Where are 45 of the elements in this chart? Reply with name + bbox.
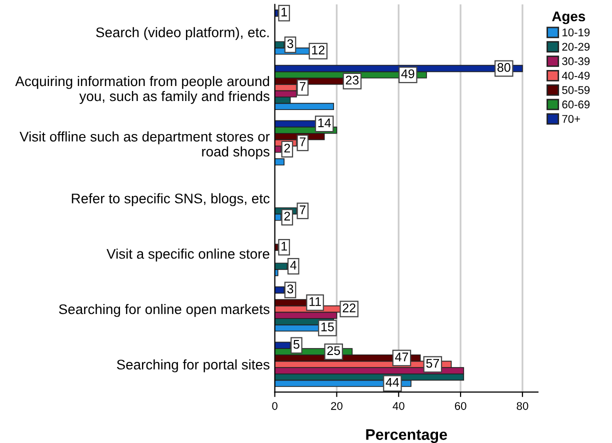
data-label: 47 — [395, 352, 408, 362]
data-label: 7 — [300, 82, 306, 91]
data-label: 15 — [321, 322, 334, 332]
data-label: 7 — [300, 138, 306, 146]
x-tick-label: 0 — [272, 402, 278, 410]
data-label: 80 — [497, 63, 510, 72]
y-tick-label: Searching for online open markets — [59, 304, 270, 317]
data-label: 4 — [290, 260, 296, 270]
x-tick-label: 60 — [454, 402, 466, 410]
legend-label: 10-19 — [562, 28, 590, 36]
data-label: 44 — [386, 378, 400, 387]
data-label: 14 — [318, 118, 331, 128]
legend-label: 70+ — [562, 114, 580, 123]
x-tick-label: 20 — [331, 402, 342, 410]
data-label: 11 — [310, 297, 321, 306]
y-tick-label: Refer to specific SNS, blogs, etc — [72, 193, 270, 206]
data-label: 22 — [342, 303, 356, 312]
data-label: 2 — [284, 212, 290, 220]
data-label: 57 — [426, 359, 440, 368]
legend-label: 30-39 — [562, 57, 590, 66]
data-label: 5 — [293, 340, 300, 349]
y-tick-label: Visit offline such as department stores or road shops — [20, 131, 270, 160]
y-tick-label: Search (video platform), etc. — [96, 27, 269, 40]
data-label: 3 — [287, 39, 294, 48]
bar — [274, 158, 284, 166]
y-tick-label: Searching for portal sites — [116, 359, 270, 372]
legend-label: 20-29 — [562, 42, 590, 51]
x-axis-title: Percentage — [366, 429, 448, 443]
legend-label: 60-69 — [562, 100, 590, 108]
data-label: 23 — [346, 76, 359, 85]
legend-label: 50-59 — [562, 86, 590, 94]
x-tick-label: 40 — [392, 402, 404, 410]
data-label: 7 — [300, 206, 306, 214]
x-tick-label: 80 — [516, 402, 528, 410]
legend-label: 40-49 — [562, 72, 590, 80]
data-label: 3 — [287, 284, 294, 294]
data-label: 1 — [282, 242, 287, 251]
data-label: 2 — [284, 144, 290, 152]
data-label: 49 — [401, 69, 414, 78]
data-label: 25 — [327, 346, 340, 356]
y-tick-label: Acquiring information from people around you, such as family and friends — [15, 76, 270, 104]
data-label: 12 — [312, 46, 324, 54]
legend-title: Ages — [552, 12, 586, 24]
data-label: 1 — [282, 8, 287, 16]
y-tick-label: Visit a specific online store — [106, 248, 270, 262]
